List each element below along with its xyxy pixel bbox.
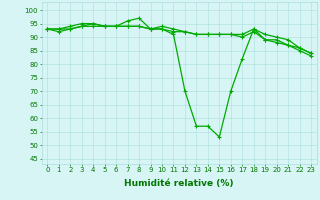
X-axis label: Humidité relative (%): Humidité relative (%) — [124, 179, 234, 188]
